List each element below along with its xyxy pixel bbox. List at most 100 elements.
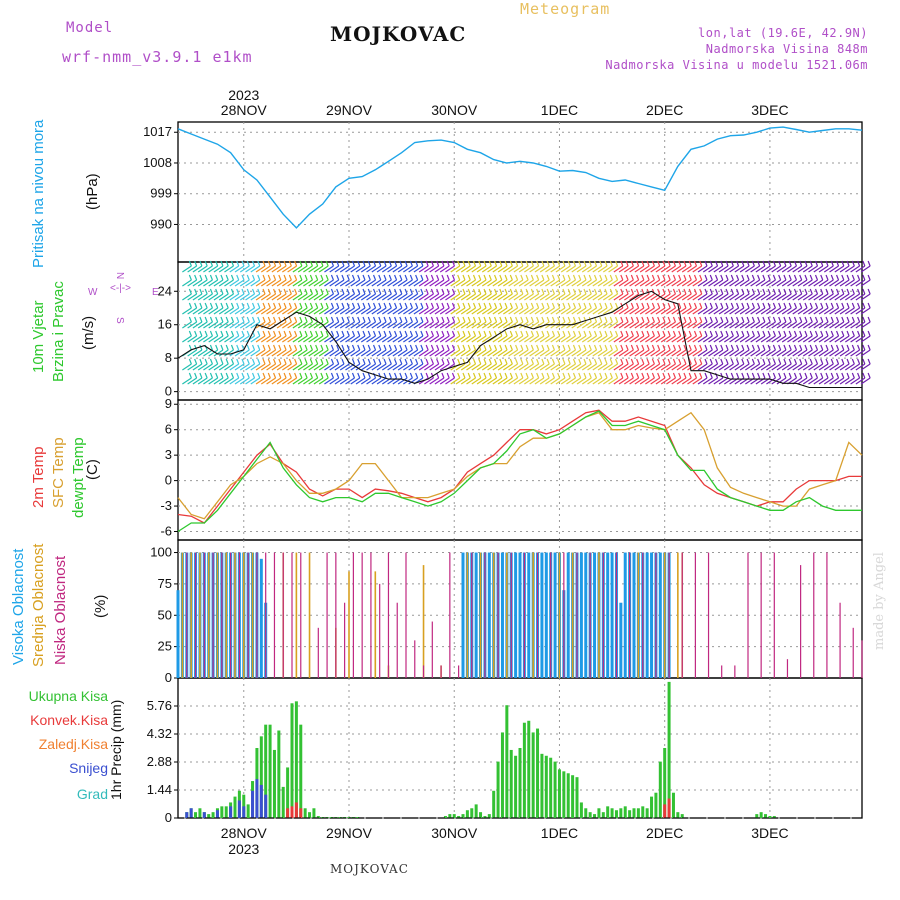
wind-barb — [436, 330, 440, 337]
wind-barb — [520, 358, 524, 365]
wind-barb — [229, 279, 240, 287]
wind-barb — [415, 302, 419, 309]
wind-barb — [255, 279, 266, 287]
wind-barb — [714, 274, 719, 281]
wind-barb — [499, 316, 503, 323]
bottom-year-label: 2023 — [228, 841, 259, 857]
wind-barb — [704, 316, 708, 323]
wind-barb — [418, 293, 429, 301]
total-precip-bar — [277, 730, 281, 818]
total-precip-bar — [246, 804, 250, 818]
wind-barb — [509, 274, 513, 281]
wind-barb — [739, 307, 750, 315]
wind-barb — [835, 288, 840, 295]
wind-barb — [472, 372, 477, 379]
wind-barb — [304, 316, 308, 323]
wind-barb — [304, 302, 308, 309]
wind-barb — [602, 363, 613, 371]
panel-frame — [177, 399, 863, 541]
wind-barb — [299, 358, 303, 365]
wind-barb — [445, 377, 455, 385]
wind-barb — [745, 279, 755, 287]
wind-barb — [615, 372, 619, 379]
wind-barb — [530, 288, 534, 295]
wind-barb — [455, 307, 466, 315]
wind-barb — [481, 377, 492, 385]
wind-barb — [588, 330, 592, 337]
wind-barb — [776, 279, 787, 287]
wind-barb — [767, 358, 771, 365]
total-precip-bar — [514, 755, 518, 818]
wind-barb — [697, 363, 708, 371]
wind-barb — [518, 265, 529, 273]
wind-barb — [397, 307, 408, 315]
wind-barb — [714, 288, 719, 295]
wind-barb — [771, 363, 782, 371]
wind-barb — [818, 349, 829, 357]
wind-barb — [399, 260, 403, 267]
wind-barb — [562, 260, 566, 267]
wind-barb — [413, 321, 424, 329]
wind-barb — [404, 330, 408, 337]
wind-barb — [702, 321, 713, 329]
wind-barb — [492, 265, 503, 273]
wind-barb — [372, 288, 377, 295]
wind-barb — [236, 302, 240, 309]
wind-barb — [288, 372, 292, 379]
wind-barb — [357, 330, 361, 337]
wind-barb — [324, 293, 334, 301]
wind-barb — [539, 363, 550, 371]
wind-barb — [583, 288, 587, 295]
wind-barb — [266, 279, 276, 287]
wind-barb — [650, 363, 660, 371]
wind-barb — [325, 330, 329, 337]
wind-barb — [439, 265, 450, 273]
wind-barb — [308, 307, 318, 315]
wind-barb — [387, 321, 397, 329]
wind-barb — [825, 302, 829, 309]
wind-barb — [713, 363, 724, 371]
wind-barb — [534, 279, 545, 287]
wind-barb — [408, 293, 418, 301]
wind-barb — [439, 349, 450, 357]
wind-barb — [236, 260, 240, 267]
wind-barb — [515, 274, 519, 281]
wind-barb — [778, 288, 782, 295]
wind-barb — [425, 288, 429, 295]
wind-barb — [294, 316, 298, 323]
wind-barb — [576, 265, 587, 273]
wind-barb — [497, 349, 508, 357]
wind-barb — [492, 377, 503, 385]
wind-barb — [372, 372, 377, 379]
wind-barb — [257, 372, 261, 379]
wind-barb — [657, 330, 661, 337]
wind-barb — [709, 316, 713, 323]
wind-barb — [730, 274, 734, 281]
wind-barb — [224, 293, 234, 301]
wind-barb — [236, 330, 240, 337]
wind-barb — [276, 349, 287, 357]
wind-barb — [504, 316, 508, 323]
wind-barb — [857, 274, 861, 281]
wind-barb — [708, 279, 718, 287]
bottom-date-label: 1DEC — [541, 825, 578, 841]
wind-barb — [725, 288, 729, 295]
wind-barb — [446, 288, 450, 295]
wind-barb — [681, 377, 692, 385]
wind-barb — [330, 260, 335, 267]
wind-barb — [381, 265, 392, 273]
wind-barb — [199, 372, 203, 379]
wind-barb — [518, 279, 529, 287]
wind-barb — [246, 274, 250, 281]
wind-barb — [304, 274, 308, 281]
wind-barb — [371, 293, 382, 301]
wind-barb — [624, 321, 634, 329]
pressure-series-line — [177, 126, 863, 229]
wind-barb — [529, 349, 539, 357]
wind-barb — [676, 377, 687, 385]
wind-barb — [478, 358, 482, 365]
wind-barb — [734, 349, 745, 357]
wind-barb — [508, 321, 518, 329]
wind-barb — [781, 307, 792, 315]
wind-barb — [860, 293, 871, 301]
